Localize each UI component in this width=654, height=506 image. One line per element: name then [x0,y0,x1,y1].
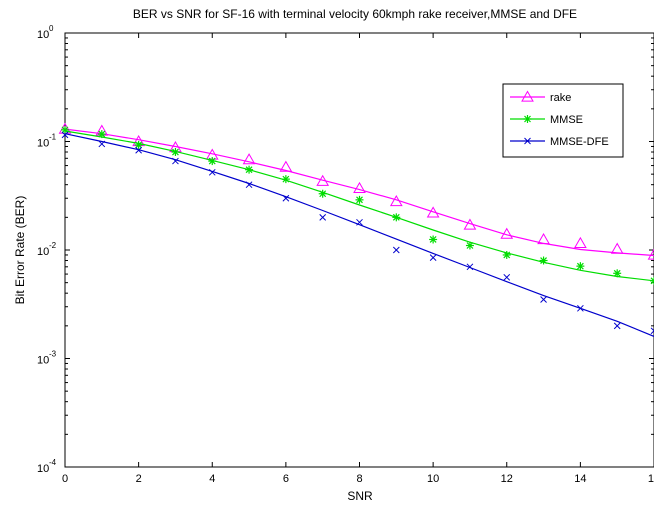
data-point-mmse-dfe [466,263,474,271]
legend-marker [523,115,532,123]
data-point-rake [574,236,587,249]
x-tick-label: 2 [136,473,142,485]
data-point-mmse [429,235,438,244]
chart-title: BER vs SNR for SF-16 with terminal veloc… [133,7,577,21]
data-point-mmse [613,269,622,278]
data-point-rake [610,242,624,254]
data-point-mmse [318,189,327,198]
y-tick-label: 10 [37,29,49,41]
x-tick-label: 4 [209,473,215,485]
legend-item-mmse-dfe: MMSE-DFE [510,136,609,148]
data-point-rake [389,194,403,207]
data-point-mmse [650,276,654,285]
data-point-mmse-dfe [61,131,69,139]
data-point-mmse [134,140,143,149]
data-point-mmse-dfe [356,218,363,226]
data-point-mmse [465,241,474,250]
y-tick-label: 10 [37,463,49,475]
data-point-mmse [502,250,511,259]
data-point-mmse-dfe [429,254,437,262]
y-tick-exponent: -2 [49,241,57,250]
y-tick-label: 10 [37,246,49,258]
legend-label: rake [550,92,571,104]
series-line-mmse-dfe [64,133,654,337]
x-tick-label: 6 [283,473,289,485]
x-axis-label: SNR [347,489,373,503]
legend-marker [521,90,534,102]
data-point-rake [316,174,330,186]
data-point-mmse [576,262,585,271]
data-point-mmse [171,148,180,157]
y-tick-label: 10 [37,138,49,150]
data-point-mmse-dfe [245,181,253,189]
data-point-rake [242,153,256,165]
x-tick-label: 0 [62,473,68,485]
data-point-mmse [392,213,401,222]
y-tick-exponent: -3 [49,350,57,359]
data-point-rake [279,160,293,172]
data-point-mmse [245,165,254,174]
legend-label: MMSE [550,114,583,126]
data-point-mmse-dfe [613,322,621,330]
data-point-mmse [355,195,364,204]
data-point-mmse-dfe [392,246,400,254]
x-tick-label: 10 [427,473,439,485]
data-point-mmse-dfe [208,168,216,176]
data-point-mmse-dfe [319,213,327,221]
data-point-mmse-dfe [98,140,106,148]
data-point-mmse [61,125,69,134]
data-point-mmse-dfe [135,146,142,154]
y-tick-exponent: 0 [49,24,54,33]
x-tick-label: 8 [356,473,362,485]
data-point-mmse-dfe [503,273,511,281]
series-line-mmse [64,130,654,282]
x-tick-label: 14 [574,473,586,485]
legend-item-mmse: MMSE [510,114,583,126]
data-point-rake [463,218,477,230]
data-point-mmse-dfe [577,304,584,312]
data-point-rake [426,206,440,218]
data-point-mmse [208,157,217,166]
legend-box [502,83,624,158]
data-point-mmse-dfe [282,194,290,202]
y-axis-label: Bit Error Rate (BER) [13,196,27,305]
data-point-mmse-dfe [172,157,179,165]
series-line-rake [64,128,654,257]
x-tick-label: 12 [501,473,513,485]
data-point-mmse-dfe [540,296,547,303]
data-point-rake [537,232,550,245]
data-point-rake [500,227,514,239]
y-tick-label: 10 [37,355,49,367]
data-point-rake [647,248,654,260]
data-point-rake [353,181,366,193]
data-point-mmse-dfe [650,327,654,335]
data-point-mmse [97,130,106,139]
series-mmse-dfe [61,131,654,337]
y-tick-exponent: -1 [49,133,57,142]
series-layer [58,122,654,337]
data-point-mmse [281,175,290,184]
series-mmse [61,125,654,285]
legend-label: MMSE-DFE [550,136,609,148]
series-rake [58,122,654,260]
legend: rake MMSE MMSE-DFE [502,83,624,158]
y-tick-exponent: -4 [49,458,57,467]
x-axis: 0 2 4 6 8 10 12 14 16 [62,33,654,485]
x-tick-label: 16 [648,473,654,485]
legend-marker [524,137,531,145]
legend-item-rake: rake [510,90,571,104]
data-point-mmse [539,256,548,265]
